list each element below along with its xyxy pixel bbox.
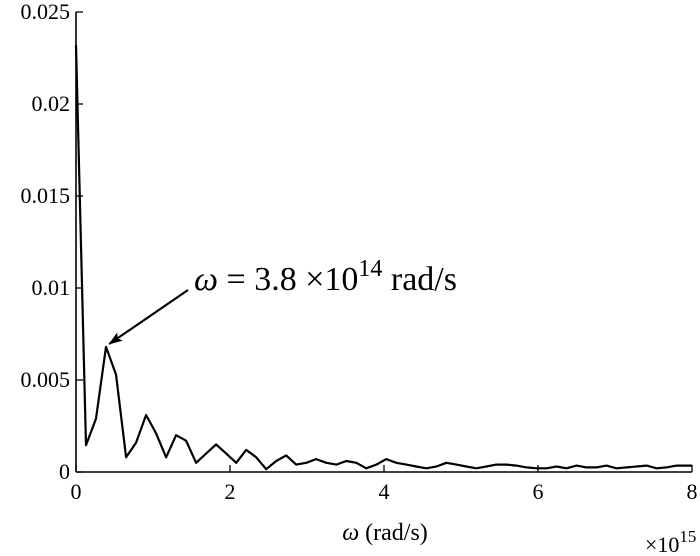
x-tick-label: 4: [379, 479, 390, 504]
y-tick-label: 0.02: [32, 91, 71, 116]
x-axis-multiplier-exponent: 15: [679, 527, 696, 546]
y-tick-label: 0: [59, 459, 70, 484]
x-tick-label: 6: [533, 479, 544, 504]
x-axis-ticks: 0 2 4 6 8: [71, 465, 698, 504]
x-axis-multiplier: ×1015: [645, 527, 696, 556]
y-tick-label: 0.01: [32, 275, 71, 300]
y-tick-label: 0.015: [21, 183, 71, 208]
x-tick-label: 8: [687, 479, 698, 504]
y-tick-label: 0.025: [21, 0, 71, 24]
x-axis-multiplier-base: ×10: [645, 532, 679, 556]
x-axis-label: ω (rad/s): [342, 520, 428, 546]
annotation-arrow: [108, 289, 189, 345]
annotation-symbol: ω: [194, 261, 218, 298]
y-axis-ticks: 0 0.005 0.01 0.015 0.02 0.025: [21, 0, 83, 484]
peak-annotation-label: ω = 3.8 ×1014 rad/s: [194, 256, 457, 298]
series-line: [74, 45, 692, 471]
x-tick-label: 0: [71, 479, 82, 504]
x-axis-label-text: (rad/s): [359, 520, 428, 546]
annotation-main: = 3.8 ×10: [218, 261, 358, 298]
y-tick-label: 0.005: [21, 367, 71, 392]
series-layer: [74, 45, 692, 471]
annotation-unit: rad/s: [382, 261, 457, 298]
x-tick-label: 2: [225, 479, 236, 504]
x-axis-label-symbol: ω: [342, 520, 359, 546]
axes-frame: [75, 12, 692, 473]
annotation-exponent: 14: [358, 256, 382, 282]
